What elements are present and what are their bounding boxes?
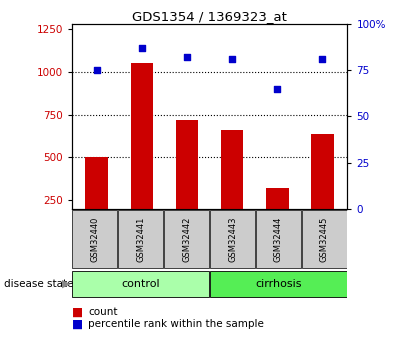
Text: GSM32441: GSM32441 — [136, 216, 145, 262]
Point — [184, 55, 190, 60]
Bar — [72, 210, 118, 268]
Text: GSM32440: GSM32440 — [90, 216, 99, 262]
Bar — [85, 157, 108, 209]
Text: cirrhosis: cirrhosis — [255, 279, 302, 289]
Bar — [176, 120, 199, 209]
Text: GSM32445: GSM32445 — [320, 216, 329, 262]
Bar — [302, 210, 347, 268]
Bar — [210, 210, 255, 268]
Bar — [72, 270, 209, 297]
Bar — [256, 210, 301, 268]
Point — [93, 68, 100, 73]
Bar — [131, 63, 153, 209]
Text: GSM32443: GSM32443 — [228, 216, 237, 262]
Bar — [164, 210, 209, 268]
Bar — [311, 134, 334, 209]
Text: disease state: disease state — [4, 279, 74, 289]
Bar — [221, 130, 243, 209]
Bar — [118, 210, 163, 268]
Point — [319, 57, 326, 62]
Text: GSM32442: GSM32442 — [182, 216, 191, 262]
Title: GDS1354 / 1369323_at: GDS1354 / 1369323_at — [132, 10, 287, 23]
Text: ■: ■ — [72, 318, 83, 331]
Text: ▶: ▶ — [62, 279, 70, 289]
Point — [139, 46, 145, 51]
Text: GSM32444: GSM32444 — [274, 216, 283, 262]
Text: control: control — [122, 279, 160, 289]
Bar — [210, 270, 347, 297]
Text: percentile rank within the sample: percentile rank within the sample — [88, 319, 264, 329]
Point — [229, 57, 236, 62]
Bar — [266, 188, 289, 209]
Text: ■: ■ — [72, 306, 83, 319]
Point — [274, 86, 281, 91]
Text: count: count — [88, 307, 118, 317]
